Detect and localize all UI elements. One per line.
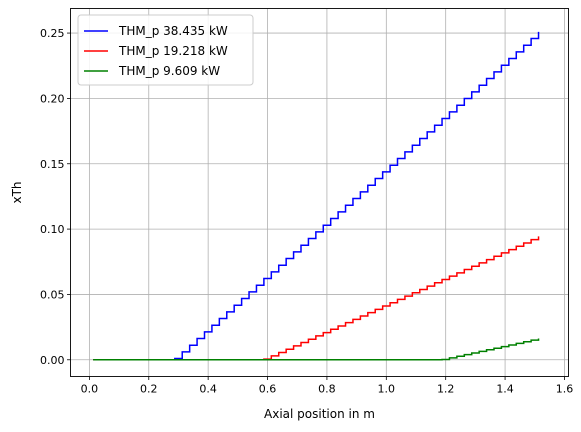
x-tick-label: 1.2	[437, 383, 455, 396]
legend-label-2: THM_p 19.218 kW	[118, 44, 228, 58]
y-axis-label: xTh	[10, 181, 24, 203]
y-tick-label: 0.10	[40, 223, 65, 236]
legend-label-1: THM_p 38.435 kW	[118, 24, 228, 38]
x-tick-label: 0.6	[259, 383, 277, 396]
y-tick-label: 0.05	[40, 288, 65, 301]
x-tick-label: 0.0	[81, 383, 99, 396]
y-tick-label: 0.15	[40, 158, 65, 171]
y-tick-label: 0.25	[40, 27, 65, 40]
y-tick-label: 0.20	[40, 92, 65, 105]
legend-label-3: THM_p 9.609 kW	[118, 64, 220, 78]
x-tick-label: 1.6	[556, 383, 574, 396]
y-tick-label: 0.00	[40, 354, 65, 367]
legend: THM_p 38.435 kW THM_p 19.218 kW THM_p 9.60…	[78, 15, 253, 85]
x-tick-label: 1.0	[378, 383, 396, 396]
x-axis-label: Axial position in m	[264, 407, 375, 421]
x-tick-label: 0.4	[199, 383, 217, 396]
x-tick-label: 0.2	[140, 383, 158, 396]
x-tick-label: 1.4	[496, 383, 514, 396]
x-tick-label: 0.8	[318, 383, 336, 396]
